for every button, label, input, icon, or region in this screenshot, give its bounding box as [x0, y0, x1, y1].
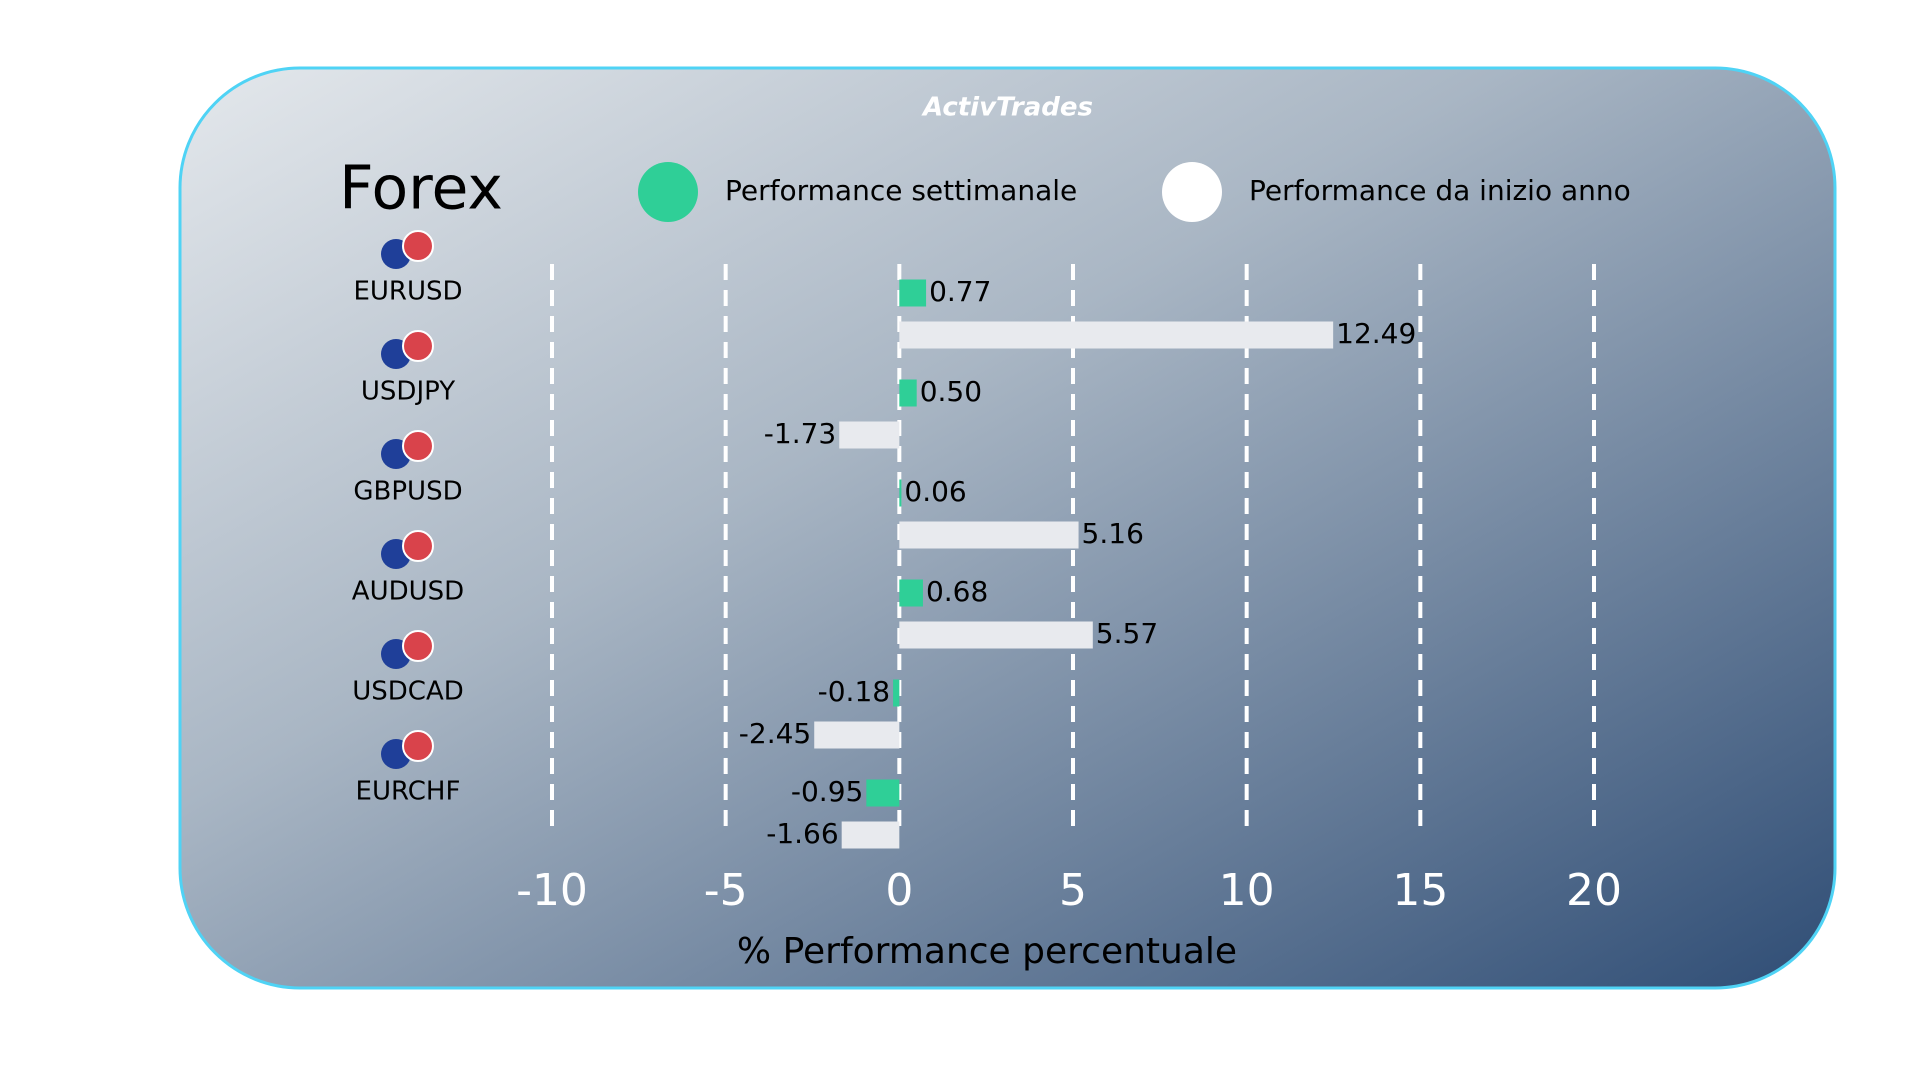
- value-label: 0.50: [920, 375, 982, 408]
- brand: ActivTrades: [921, 93, 1093, 123]
- bar: [841, 821, 900, 849]
- x-tick-label: 5: [1059, 865, 1087, 916]
- value-label: 12.49: [1336, 317, 1416, 350]
- legend-swatch: [638, 162, 698, 222]
- flag: [402, 330, 434, 362]
- chart-title: Forex: [339, 154, 503, 224]
- bar: [899, 279, 927, 307]
- flag: [402, 730, 434, 762]
- bar: [899, 321, 1334, 349]
- category-label: GBPUSD: [353, 477, 462, 507]
- value-label: -1.66: [766, 817, 838, 850]
- value-label: -1.73: [764, 417, 836, 450]
- value-label: 0.68: [926, 575, 988, 608]
- bar: [899, 621, 1093, 649]
- x-tick-label: 0: [885, 865, 913, 916]
- x-tick-label: 20: [1566, 865, 1622, 916]
- x-tick-label: -5: [704, 865, 748, 916]
- category-label: AUDUSD: [352, 577, 464, 607]
- value-label: 0.77: [929, 275, 991, 308]
- bar: [899, 379, 917, 407]
- bar: [899, 479, 902, 507]
- category-label: USDCAD: [352, 677, 464, 707]
- category-label: EURUSD: [353, 277, 462, 307]
- value-label: -0.18: [818, 675, 890, 708]
- legend-label: Performance da inizio anno: [1249, 174, 1631, 207]
- bar: [814, 721, 900, 749]
- flag: [402, 430, 434, 462]
- x-tick-label: -10: [516, 865, 588, 916]
- x-tick-label: 15: [1392, 865, 1448, 916]
- bar: [866, 779, 900, 807]
- value-label: 0.06: [904, 475, 966, 508]
- flag: [402, 530, 434, 562]
- value-label: -2.45: [739, 717, 811, 750]
- value-label: -0.95: [791, 775, 863, 808]
- category-label: USDJPY: [361, 377, 455, 407]
- x-tick-label: 10: [1219, 865, 1275, 916]
- bar: [893, 679, 900, 707]
- legend-swatch: [1162, 162, 1222, 222]
- legend-label: Performance settimanale: [725, 174, 1077, 207]
- flag: [402, 630, 434, 662]
- value-label: 5.16: [1082, 517, 1144, 550]
- flag: [402, 230, 434, 262]
- bar: [899, 579, 923, 607]
- bar: [899, 521, 1079, 549]
- category-label: EURCHF: [356, 777, 461, 807]
- bar: [839, 421, 900, 449]
- value-label: 5.57: [1096, 617, 1158, 650]
- x-axis-label: % Performance percentuale: [737, 931, 1237, 972]
